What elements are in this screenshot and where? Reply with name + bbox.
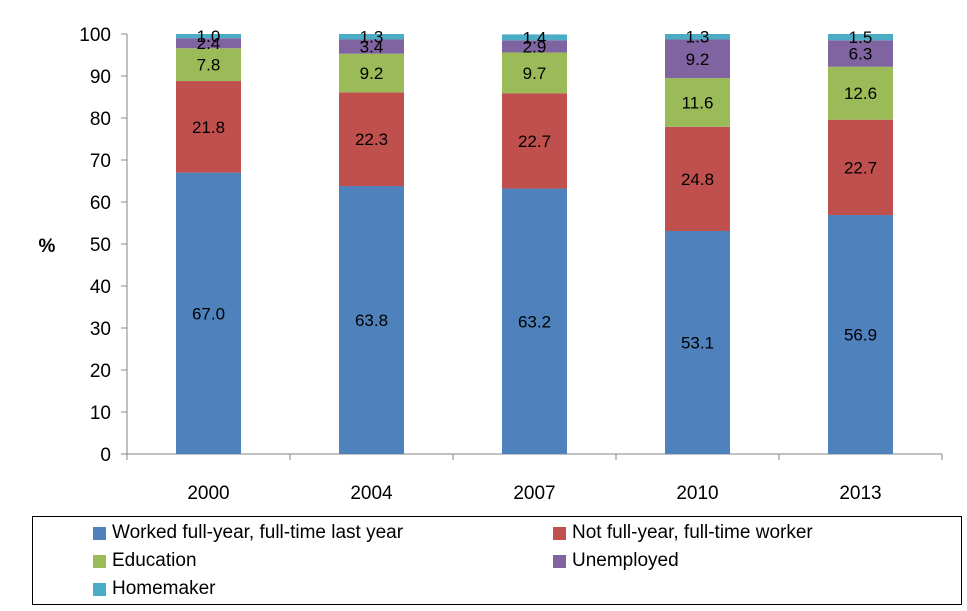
bar-2013-education xyxy=(828,66,893,120)
legend-label: Unemployed xyxy=(572,550,679,571)
data-label: 1.3 xyxy=(360,28,384,47)
bar-2010-worked-full-year-full-time-last-year xyxy=(665,230,730,454)
data-label: 6.3 xyxy=(849,45,873,64)
legend-label: Homemaker xyxy=(112,578,216,599)
legend-label: Worked full-year, full-time last year xyxy=(112,522,404,543)
bar-2007-education xyxy=(502,52,567,94)
bar-2007-unemployed xyxy=(502,40,567,53)
x-tick-label: 2010 xyxy=(676,483,718,504)
y-tick-label: 60 xyxy=(90,193,111,214)
y-tick-label: 10 xyxy=(90,403,111,424)
data-label: 56.9 xyxy=(844,326,877,345)
y-tick-label: 80 xyxy=(90,109,111,130)
data-label: 2.9 xyxy=(523,37,547,56)
data-label: 7.8 xyxy=(197,56,221,75)
x-tick-label: 2000 xyxy=(187,483,229,504)
bar-2000-worked-full-year-full-time-last-year xyxy=(176,172,241,454)
bar-2013-homemaker xyxy=(828,34,893,41)
bar-2010-not-full-year-full-time-worker xyxy=(665,126,730,231)
bar-2004-unemployed xyxy=(339,39,404,54)
bar-2004-not-full-year-full-time-worker xyxy=(339,92,404,187)
data-label: 63.2 xyxy=(518,312,551,331)
legend-item: Unemployed xyxy=(553,550,679,572)
data-label: 1.0 xyxy=(197,27,221,46)
data-label: 21.8 xyxy=(192,118,225,137)
y-tick-label: 30 xyxy=(90,319,111,340)
data-label: 22.7 xyxy=(844,158,877,177)
legend-label: Not full-year, full-time worker xyxy=(572,522,813,543)
bar-stacks: 67.021.87.82.41.063.822.39.23.41.363.222… xyxy=(176,27,893,455)
x-axis-ticks: 2000 2004 2007 2010 2013 xyxy=(126,454,943,504)
bar-2013-not-full-year-full-time-worker xyxy=(828,119,893,216)
legend: Worked full-year, full-time last year Not… xyxy=(32,516,962,605)
data-label: 3.4 xyxy=(360,38,384,57)
bar-2010-unemployed xyxy=(665,39,730,79)
bar-2010-education xyxy=(665,78,730,127)
bar-2000-homemaker xyxy=(176,34,241,39)
x-tick-label: 2007 xyxy=(513,483,555,504)
x-tick-label: 2004 xyxy=(350,483,393,504)
y-axis-ticks: 0 10 20 30 40 50 60 70 80 90 100 xyxy=(79,25,127,466)
legend-label: Education xyxy=(112,550,197,571)
y-axis-label: % xyxy=(39,236,56,257)
data-label: 22.3 xyxy=(355,130,388,149)
bar-2004-homemaker xyxy=(339,34,404,40)
data-label: 22.7 xyxy=(518,132,551,151)
bar-2000-not-full-year-full-time-worker xyxy=(176,81,241,173)
legend-swatch xyxy=(93,554,106,568)
legend-item: Not full-year, full-time worker xyxy=(553,522,813,544)
data-label: 12.6 xyxy=(844,84,877,103)
legend-swatch xyxy=(553,526,566,540)
y-tick-label: 40 xyxy=(90,277,111,298)
y-tick-label: 50 xyxy=(90,235,111,256)
bar-2000-education xyxy=(176,48,241,82)
y-tick-label: 70 xyxy=(90,151,111,172)
data-label: 2.4 xyxy=(197,34,221,53)
legend-item: Education xyxy=(93,550,197,572)
bar-2010-homemaker xyxy=(665,34,730,40)
bar-2007-worked-full-year-full-time-last-year xyxy=(502,188,567,454)
data-label: 67.0 xyxy=(192,304,225,323)
data-label: 1.5 xyxy=(849,28,873,47)
bar-2000-unemployed xyxy=(176,38,241,49)
bar-2013-worked-full-year-full-time-last-year xyxy=(828,215,893,454)
bar-2007-homemaker xyxy=(502,34,567,41)
data-label: 63.8 xyxy=(355,311,388,330)
legend-swatch xyxy=(93,582,106,596)
legend-item: Worked full-year, full-time last year xyxy=(93,522,403,544)
data-label: 11.6 xyxy=(682,93,714,112)
legend-swatch xyxy=(553,554,566,568)
y-tick-label: 90 xyxy=(90,67,111,88)
data-label: 9.2 xyxy=(686,50,710,69)
bar-2004-worked-full-year-full-time-last-year xyxy=(339,186,404,455)
data-label: 9.2 xyxy=(360,64,384,83)
data-label: 24.8 xyxy=(681,170,714,189)
y-tick-label: 20 xyxy=(90,361,111,382)
x-tick-label: 2013 xyxy=(839,483,881,504)
data-label: 1.4 xyxy=(523,28,547,47)
y-tick-label: 0 xyxy=(100,445,111,466)
bar-2013-unemployed xyxy=(828,40,893,67)
data-label: 1.3 xyxy=(686,28,710,47)
data-label: 9.7 xyxy=(523,64,547,83)
legend-item: Homemaker xyxy=(93,578,215,600)
data-label: 53.1 xyxy=(681,333,714,352)
bar-2004-education xyxy=(339,53,404,93)
legend-swatch xyxy=(93,526,106,540)
bar-2007-not-full-year-full-time-worker xyxy=(502,93,567,189)
y-tick-label: 100 xyxy=(79,25,111,46)
